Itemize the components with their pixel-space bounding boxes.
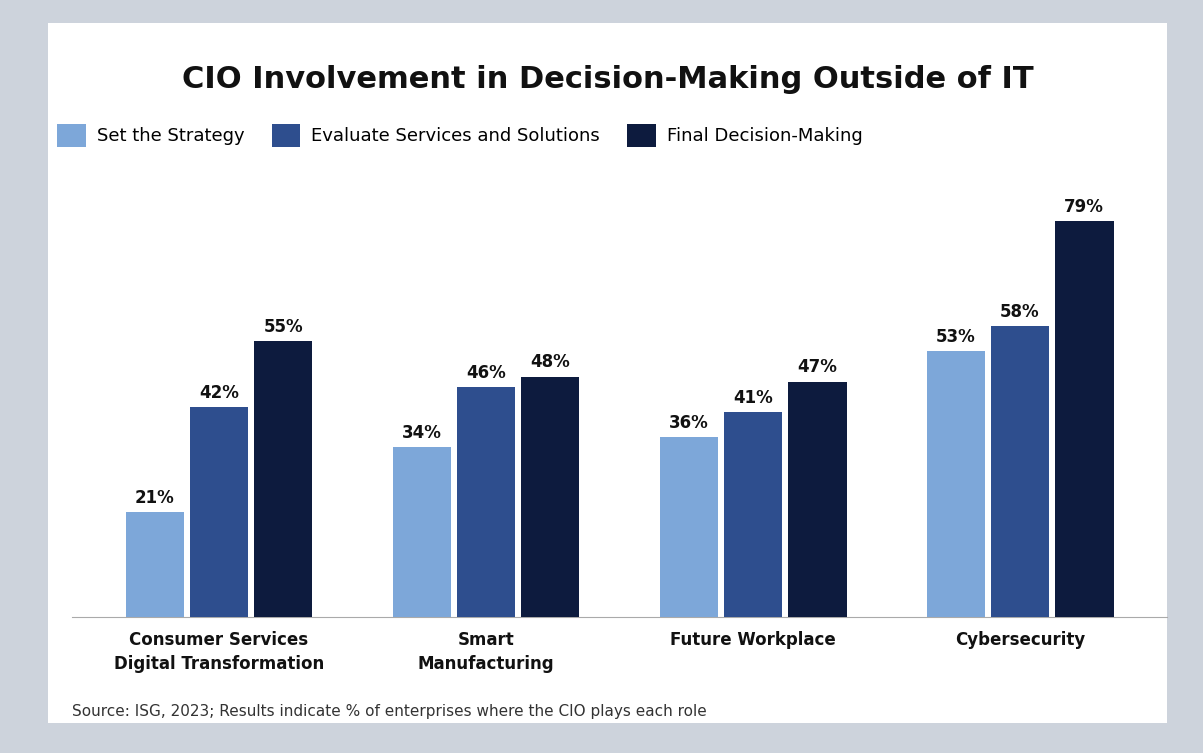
Bar [1055, 221, 1114, 617]
Text: 48%: 48% [531, 353, 570, 371]
Text: 79%: 79% [1065, 198, 1104, 216]
Text: 34%: 34% [402, 424, 442, 442]
Text: 47%: 47% [798, 358, 837, 376]
Bar [991, 326, 1049, 617]
Text: 21%: 21% [135, 489, 174, 507]
Bar [788, 382, 847, 617]
Legend: Set the Strategy, Evaluate Services and Solutions, Final Decision-Making: Set the Strategy, Evaluate Services and … [58, 124, 863, 147]
Text: 58%: 58% [1000, 303, 1039, 322]
Text: 55%: 55% [263, 319, 303, 337]
Text: CIO Involvement in Decision-Making Outside of IT: CIO Involvement in Decision-Making Outsi… [182, 65, 1033, 93]
Text: 53%: 53% [936, 328, 976, 346]
Text: Source: ISG, 2023; Results indicate % of enterprises where the CIO plays each ro: Source: ISG, 2023; Results indicate % of… [72, 704, 707, 719]
Bar [724, 412, 782, 617]
Bar [926, 352, 985, 617]
Text: 36%: 36% [669, 413, 709, 431]
Bar [254, 341, 313, 617]
Bar [392, 447, 451, 617]
Bar [659, 437, 718, 617]
Bar [521, 376, 580, 617]
Text: 46%: 46% [467, 364, 506, 382]
Bar [190, 407, 248, 617]
Text: 42%: 42% [200, 383, 239, 401]
Bar [457, 386, 515, 617]
Bar [125, 512, 184, 617]
Text: 41%: 41% [733, 389, 772, 407]
